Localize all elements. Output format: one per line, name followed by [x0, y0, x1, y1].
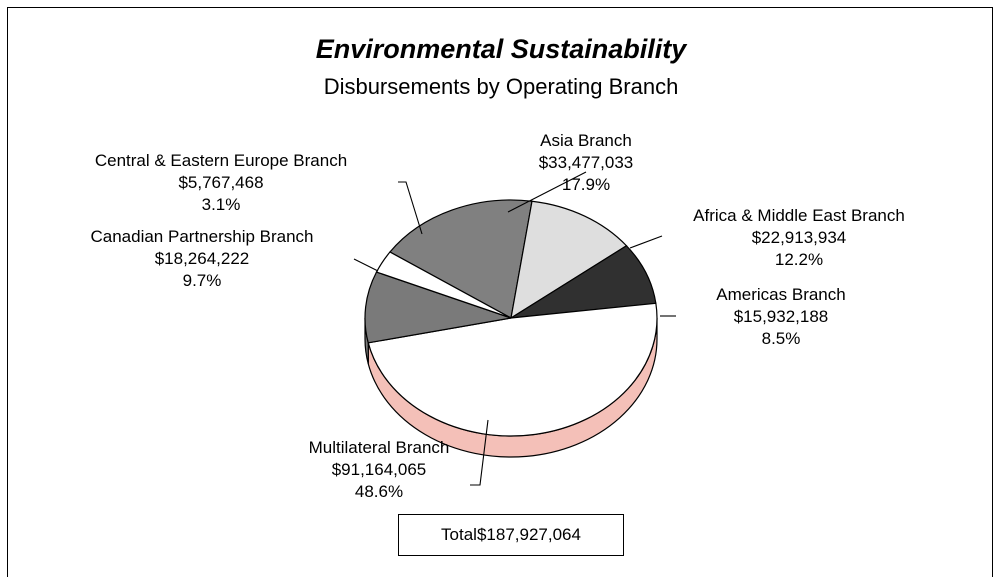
- chart-title: Environmental Sustainability: [315, 34, 687, 64]
- slice-africa-middle-east: [510, 200, 628, 320]
- slice-central-eastern-europe: [375, 251, 512, 319]
- slice-asia: [389, 199, 533, 319]
- label-asia-name: Asia Branch: [540, 131, 632, 150]
- label-asia-percent: 17.9%: [562, 175, 610, 194]
- label-canadian-partnership-percent: 9.7%: [183, 271, 222, 290]
- label-multilateral-amount: $91,164,065: [332, 460, 427, 479]
- slice-multilateral: [367, 302, 658, 437]
- leader-line-multilateral: [470, 419, 489, 486]
- total-value: $187,927,064: [476, 525, 581, 544]
- label-canadian-partnership-name: Canadian Partnership Branch: [90, 227, 313, 246]
- label-africa-middle-east-amount: $22,913,934: [752, 228, 847, 247]
- label-central-eastern-europe-amount: $5,767,468: [178, 173, 263, 192]
- label-africa-middle-east-name: Africa & Middle East Branch: [693, 206, 905, 225]
- label-multilateral-percent: 48.6%: [355, 482, 403, 501]
- pie-slices: [364, 199, 658, 437]
- total-label: Total: [441, 525, 477, 544]
- leader-line-asia: [507, 171, 587, 213]
- label-central-eastern-europe-percent: 3.1%: [202, 195, 241, 214]
- label-africa-middle-east-percent: 12.2%: [775, 250, 823, 269]
- label-americas-amount: $15,932,188: [734, 307, 829, 326]
- label-multilateral-name: Multilateral Branch: [309, 438, 450, 457]
- label-canadian-partnership-amount: $18,264,222: [155, 249, 250, 268]
- slice-labels: Asia Branch $33,477,033 17.9% Africa & Midd…: [90, 131, 904, 501]
- slice-canadian-partnership: [364, 271, 512, 344]
- label-americas-name: Americas Branch: [716, 285, 845, 304]
- leader-line-central-eastern-europe: [398, 181, 423, 235]
- leader-line-africa-middle-east: [629, 235, 663, 249]
- leader-lines: [353, 171, 676, 486]
- chart-subtitle: Disbursements by Operating Branch: [323, 74, 679, 99]
- label-americas-percent: 8.5%: [762, 329, 801, 348]
- total-box: Total $187,927,064: [398, 514, 624, 556]
- label-asia-amount: $33,477,033: [539, 153, 634, 172]
- label-central-eastern-europe-name: Central & Eastern Europe Branch: [95, 151, 347, 170]
- leader-line-canadian-partnership: [353, 258, 379, 272]
